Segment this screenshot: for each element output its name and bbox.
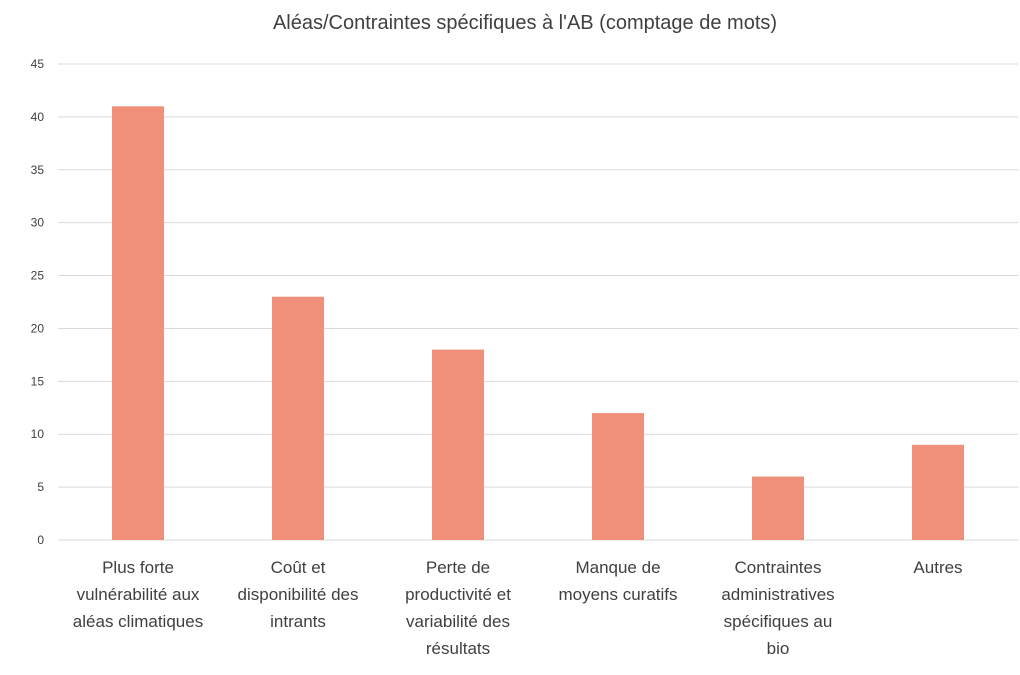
bar	[592, 413, 644, 540]
chart-title: Aléas/Contraintes spécifiques à l'AB (co…	[272, 12, 778, 34]
bar	[752, 476, 804, 540]
y-tick-label: 35	[31, 163, 45, 177]
x-category-label: Coût et disponibilité des intrants	[238, 558, 359, 631]
bars	[112, 106, 964, 541]
y-tick-label: 20	[31, 321, 45, 335]
bar	[112, 106, 164, 541]
bar	[272, 296, 324, 540]
bar	[432, 349, 484, 540]
bar	[912, 444, 964, 540]
y-tick-label: 40	[31, 110, 45, 124]
y-axis-ticks: 0 5 10 15 20 25 30 35 40 45	[31, 57, 45, 547]
x-category-label: Autres	[913, 558, 962, 577]
y-tick-label: 45	[31, 57, 45, 71]
x-category-label: Manque de moyens curatifs	[558, 558, 677, 604]
y-tick-label: 10	[31, 427, 45, 441]
x-category-label: Plus forte vulnérabilité aux aléas climati…	[73, 558, 203, 631]
y-tick-label: 0	[37, 533, 44, 547]
y-tick-label: 15	[31, 374, 45, 388]
x-category-label: Perte de productivité et variabilité des ré…	[405, 558, 511, 658]
x-axis-labels: Plus forte vulnérabilité aux aléas climati…	[73, 558, 963, 658]
y-tick-label: 5	[37, 480, 44, 494]
y-tick-label: 25	[31, 269, 45, 283]
y-tick-label: 30	[31, 216, 45, 230]
gridlines	[58, 63, 1018, 541]
x-category-label: Contraintes administratives spécifiques au…	[721, 558, 834, 658]
